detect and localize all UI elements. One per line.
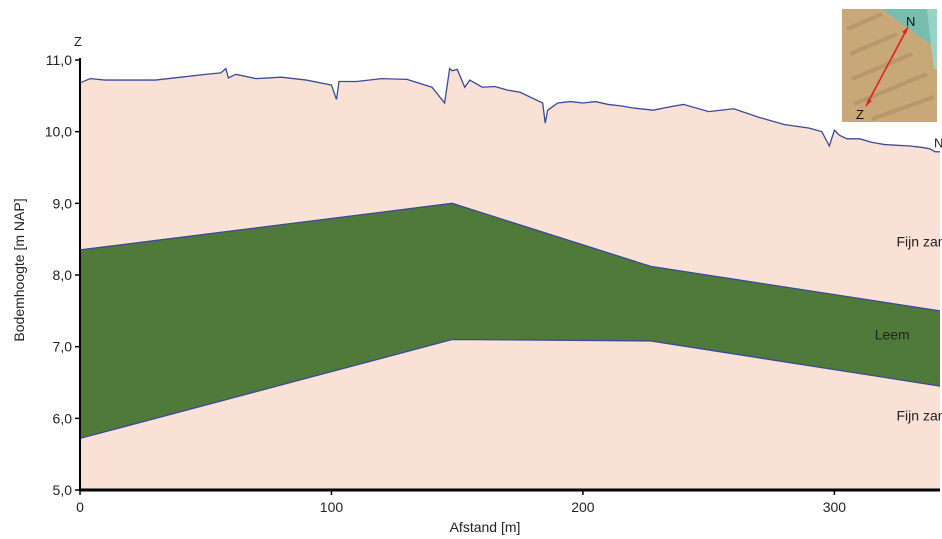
inset-label-north: N <box>906 14 915 29</box>
x-tick-label: 100 <box>320 499 344 515</box>
inset-label-south: Z <box>856 107 864 122</box>
arrow-head-north <box>902 27 908 34</box>
leem-bottom-boundary <box>79 338 941 440</box>
x-tick-label: 300 <box>823 499 847 515</box>
x-tick-label: 0 <box>76 499 84 515</box>
arrow-head-south <box>866 99 872 106</box>
ground-surface-line <box>79 67 940 153</box>
y-tick-label: 11,0 <box>46 52 72 68</box>
y-tick-label: 5,0 <box>53 482 73 498</box>
plot-area <box>79 67 941 490</box>
tick-labels: 5,0 6,0 7,0 8,0 9,0 10,0 11,0 0 100 200 300 <box>45 52 847 515</box>
y-tick-label: 8,0 <box>53 267 73 283</box>
profile-line-arrow <box>865 26 909 107</box>
layer-labels: Fijn zand Leem Fijn zand <box>875 233 942 423</box>
layer-label-3: Fijn zand <box>897 407 942 423</box>
leem-top-boundary <box>79 202 941 312</box>
axes <box>75 58 940 495</box>
direction-label-start: Z <box>74 34 82 49</box>
layer-label-2: Leem <box>875 327 910 343</box>
y-tick-label: 7,0 <box>53 339 73 355</box>
y-tick-label: 9,0 <box>53 195 73 211</box>
inset-water <box>882 9 937 49</box>
y-tick-label: 6,0 <box>53 410 73 426</box>
direction-label-end: N <box>934 136 942 151</box>
inset-map: N Z <box>842 9 937 122</box>
inset-field-pattern <box>846 12 935 121</box>
y-tick-label: 10,0 <box>45 124 72 140</box>
x-tick-label: 200 <box>571 499 595 515</box>
y-axis-title: Bodemhoogte [m NAP] <box>11 198 27 341</box>
leem-layer-area <box>80 203 940 439</box>
inset-water-channel <box>927 9 937 69</box>
x-axis-title: Afstand [m] <box>450 519 521 535</box>
layer-label-1: Fijn zand <box>897 233 942 249</box>
